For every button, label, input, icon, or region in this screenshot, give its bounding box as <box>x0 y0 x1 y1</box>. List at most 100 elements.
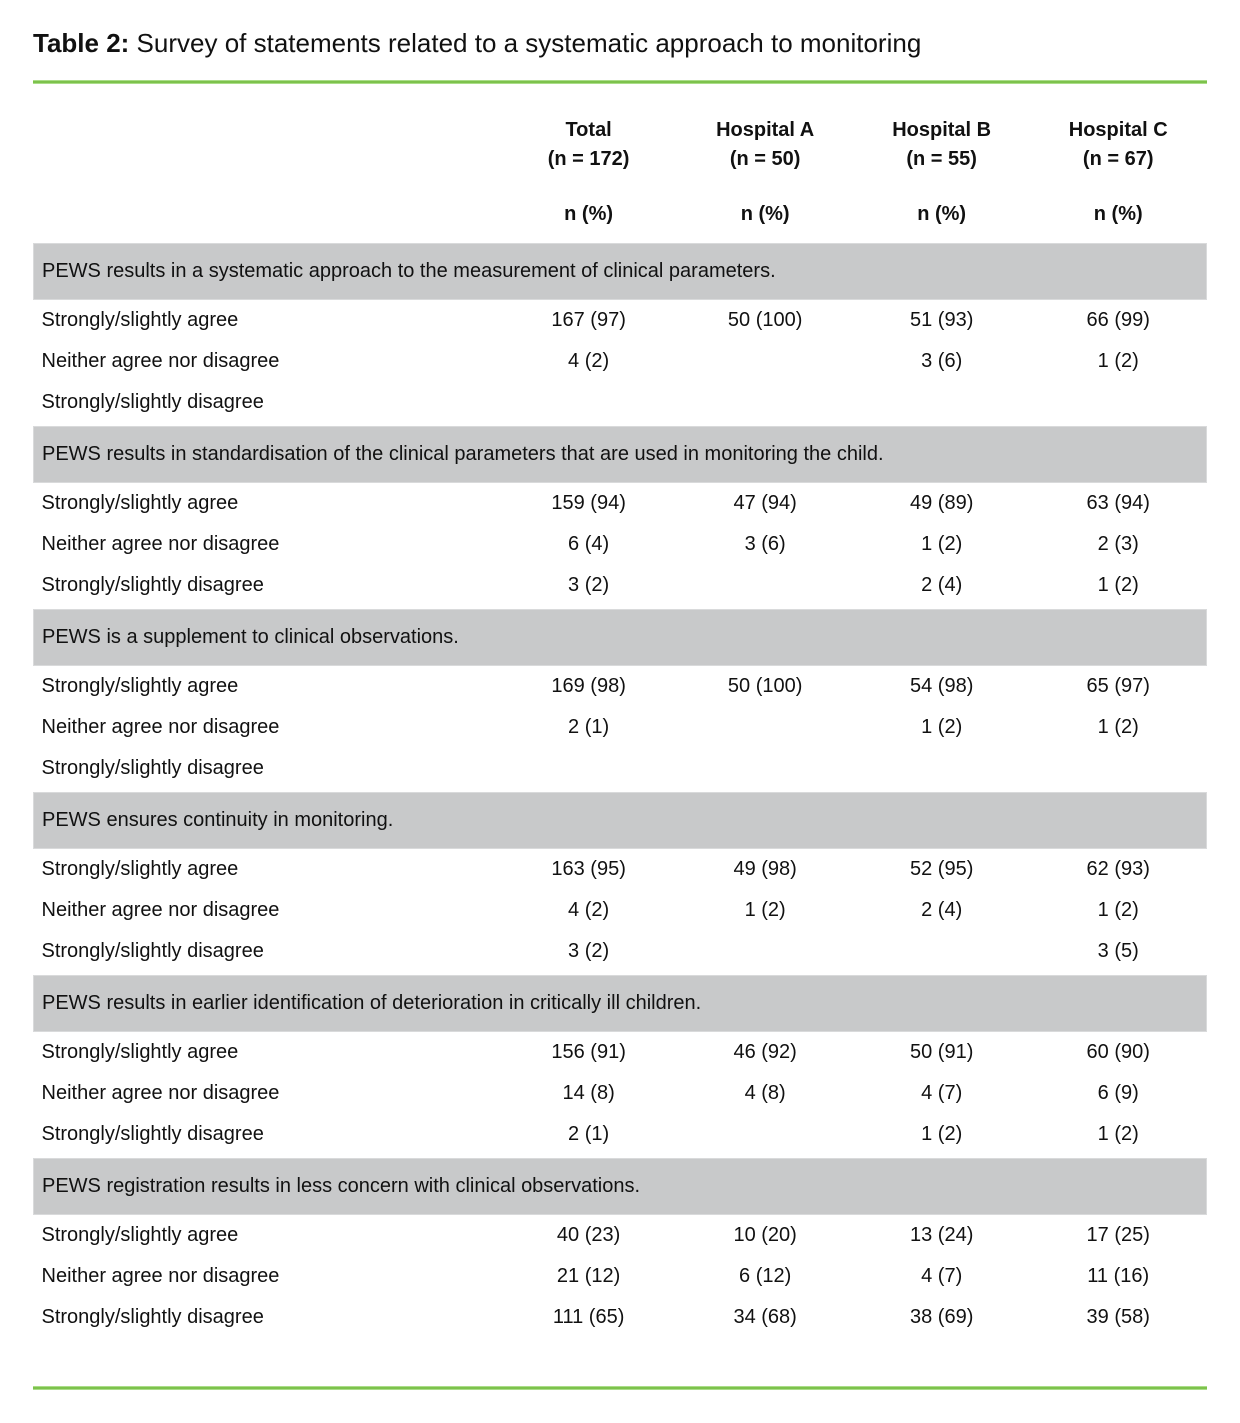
value-cell: 1 (2) <box>1097 715 1139 738</box>
answer-row: Strongly/slightly agree 40 (23) 10 (20) … <box>34 1215 1207 1256</box>
top-rule <box>33 80 1207 84</box>
answer-row: Neither agree nor disagree 2 (1) 1 (2) 1… <box>34 707 1207 748</box>
value-cell: 163 (95) <box>551 857 626 880</box>
answer-label: Neither agree nor disagree <box>41 715 280 738</box>
value-cell <box>677 382 854 423</box>
answer-row: Strongly/slightly disagree <box>34 748 1207 789</box>
value-cell: 4 (2) <box>568 349 610 372</box>
statement-band: PEWS is a supplement to clinical observa… <box>33 609 1207 666</box>
value-cell: 66 (99) <box>1086 308 1150 331</box>
value-cell: 111 (65) <box>552 1305 625 1328</box>
table-title-label: Table 2: <box>33 28 130 58</box>
value-cell <box>1030 382 1207 423</box>
value-cell <box>677 1114 854 1155</box>
answer-row: Strongly/slightly agree 159 (94) 47 (94)… <box>34 483 1207 524</box>
table-title: Table 2: Survey of statements related to… <box>33 0 1207 58</box>
value-cell: 159 (94) <box>551 491 626 514</box>
value-cell: 3 (6) <box>744 532 786 555</box>
answer-row: Strongly/slightly agree 163 (95) 49 (98)… <box>34 849 1207 890</box>
value-cell: 47 (94) <box>733 491 797 514</box>
value-cell: 11 (16) <box>1087 1264 1150 1287</box>
value-cell: 156 (91) <box>551 1040 626 1063</box>
value-cell: 3 (5) <box>1097 939 1139 962</box>
value-cell: 50 (91) <box>909 1040 974 1063</box>
value-cell: 2 (3) <box>1097 532 1139 555</box>
value-cell: 1 (2) <box>921 715 963 738</box>
value-cell <box>853 931 1030 972</box>
value-cell: 1 (2) <box>921 1122 963 1145</box>
unit-hospital-a: n (%) <box>740 203 790 225</box>
answer-row: Strongly/slightly disagree 111 (65) 34 (… <box>34 1297 1207 1338</box>
answer-label: Strongly/slightly disagree <box>41 390 264 413</box>
value-cell: 49 (89) <box>909 491 974 514</box>
answer-label: Strongly/slightly agree <box>41 1223 239 1246</box>
value-cell <box>677 565 854 606</box>
statement-band: PEWS results in standardisation of the c… <box>33 426 1207 483</box>
value-cell: 51 (93) <box>909 308 974 331</box>
bottom-rule <box>33 1385 1207 1390</box>
answer-row: Neither agree nor disagree 21 (12) 6 (12… <box>34 1256 1207 1297</box>
value-cell: 1 (2) <box>921 532 963 555</box>
value-cell <box>677 748 854 789</box>
value-cell <box>677 931 854 972</box>
value-cell: 10 (20) <box>733 1223 797 1246</box>
answer-label: Neither agree nor disagree <box>41 898 280 921</box>
value-cell <box>1030 748 1207 789</box>
value-cell <box>677 341 854 382</box>
header-col-hospital-c: Hospital C (n = 67) <box>1068 119 1168 170</box>
answer-label: Neither agree nor disagree <box>41 1264 280 1287</box>
answer-row: Strongly/slightly agree 156 (91) 46 (92)… <box>34 1032 1207 1073</box>
value-cell: 3 (2) <box>568 573 610 596</box>
value-cell: 1 (2) <box>1097 898 1139 921</box>
answer-label: Neither agree nor disagree <box>41 532 280 555</box>
answer-label: Strongly/slightly disagree <box>41 939 264 962</box>
answer-label: Strongly/slightly disagree <box>41 1122 264 1145</box>
value-cell: 62 (93) <box>1086 857 1150 880</box>
statement-text: PEWS registration results in less concer… <box>33 1158 1207 1215</box>
value-cell: 40 (23) <box>556 1223 621 1246</box>
value-cell: 39 (58) <box>1086 1305 1150 1328</box>
value-cell: 6 (4) <box>568 532 610 555</box>
answer-row: Neither agree nor disagree 6 (4) 3 (6) 1… <box>34 524 1207 565</box>
header-empty-cell <box>34 84 501 174</box>
value-cell: 1 (2) <box>1097 573 1139 596</box>
value-cell <box>500 382 677 423</box>
answer-label: Strongly/slightly agree <box>41 857 239 880</box>
value-cell <box>677 707 854 748</box>
value-cell: 65 (97) <box>1086 674 1150 697</box>
table-header: Total (n = 172) Hospital A (n = 50) Hospit… <box>34 84 1207 244</box>
header-col-hospital-a: Hospital A (n = 50) <box>716 119 815 170</box>
value-cell: 21 (12) <box>556 1264 621 1287</box>
value-cell: 50 (100) <box>727 674 803 697</box>
value-cell <box>853 382 1030 423</box>
answer-row: Strongly/slightly agree 167 (97) 50 (100… <box>34 300 1207 341</box>
answer-row: Strongly/slightly disagree 2 (1) 1 (2) 1… <box>34 1114 1207 1155</box>
header-col-hospital-b: Hospital B (n = 55) <box>892 119 992 170</box>
answer-row: Neither agree nor disagree 4 (2) 3 (6) 1… <box>34 341 1207 382</box>
answer-label: Strongly/slightly disagree <box>41 756 264 779</box>
value-cell: 6 (12) <box>739 1264 792 1287</box>
value-cell: 60 (90) <box>1086 1040 1150 1063</box>
statement-text: PEWS ensures continuity in monitoring. <box>33 792 1207 849</box>
answer-label: Neither agree nor disagree <box>41 1081 280 1104</box>
value-cell: 49 (98) <box>733 857 797 880</box>
value-cell: 1 (2) <box>744 898 786 921</box>
value-cell: 46 (92) <box>733 1040 797 1063</box>
statement-text: PEWS results in standardisation of the c… <box>33 426 1207 483</box>
statement-text: PEWS results in a systematic approach to… <box>33 243 1207 300</box>
answer-row: Strongly/slightly agree 169 (98) 50 (100… <box>34 666 1207 707</box>
value-cell: 1 (2) <box>1097 1122 1139 1145</box>
statement-band: PEWS results in earlier identification o… <box>33 975 1207 1032</box>
value-cell: 2 (1) <box>568 715 610 738</box>
value-cell: 54 (98) <box>909 674 974 697</box>
answer-row: Strongly/slightly disagree <box>34 382 1207 423</box>
answer-label: Neither agree nor disagree <box>41 349 280 372</box>
survey-table: Total (n = 172) Hospital A (n = 50) Hospit… <box>33 84 1207 1338</box>
value-cell: 4 (7) <box>921 1081 963 1104</box>
header-col-total: Total (n = 172) <box>547 119 630 170</box>
value-cell: 63 (94) <box>1086 491 1150 514</box>
statement-band: PEWS ensures continuity in monitoring. <box>33 792 1207 849</box>
answer-row: Neither agree nor disagree 4 (2) 1 (2) 2… <box>34 890 1207 931</box>
answer-row: Strongly/slightly disagree 3 (2) 2 (4) 1… <box>34 565 1207 606</box>
answer-label: Strongly/slightly agree <box>41 308 239 331</box>
